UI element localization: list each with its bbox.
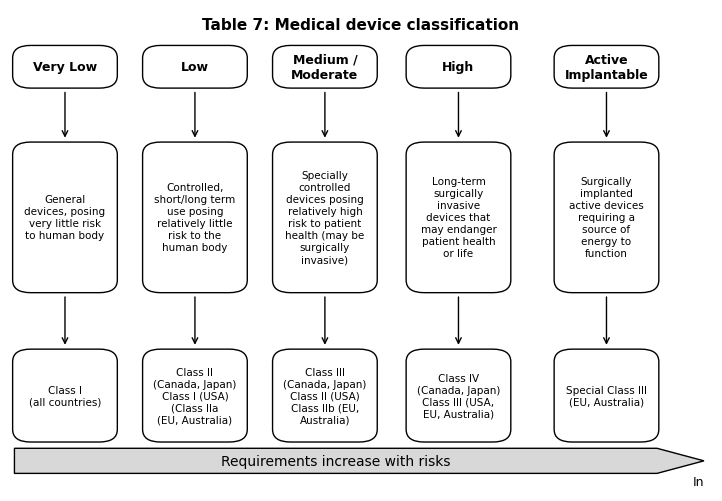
Text: Requirements increase with risks: Requirements increase with risks — [221, 454, 451, 468]
Text: Medium /
Moderate: Medium / Moderate — [291, 54, 359, 82]
FancyBboxPatch shape — [273, 46, 377, 89]
Text: General
devices, posing
very little risk
to human body: General devices, posing very little risk… — [25, 195, 105, 241]
FancyBboxPatch shape — [406, 143, 511, 293]
Text: Specially
controlled
devices posing
relatively high
risk to patient
health (may : Specially controlled devices posing rela… — [285, 171, 365, 265]
FancyBboxPatch shape — [143, 143, 247, 293]
FancyBboxPatch shape — [554, 46, 658, 89]
Text: Class I
(all countries): Class I (all countries) — [29, 385, 101, 407]
Polygon shape — [14, 448, 704, 473]
Text: Low: Low — [181, 61, 209, 74]
Text: Class III
(Canada, Japan)
Class II (USA)
Class IIb (EU,
Australia): Class III (Canada, Japan) Class II (USA)… — [283, 367, 367, 425]
Text: Surgically
implanted
active devices
requiring a
source of
energy to
function: Surgically implanted active devices requ… — [569, 177, 644, 259]
FancyBboxPatch shape — [406, 46, 511, 89]
Text: In: In — [692, 475, 704, 488]
Text: Class IV
(Canada, Japan)
Class III (USA,
EU, Australia): Class IV (Canada, Japan) Class III (USA,… — [417, 373, 500, 419]
FancyBboxPatch shape — [13, 46, 117, 89]
Text: High: High — [443, 61, 474, 74]
FancyBboxPatch shape — [273, 350, 377, 442]
FancyBboxPatch shape — [143, 350, 247, 442]
FancyBboxPatch shape — [554, 350, 658, 442]
FancyBboxPatch shape — [143, 46, 247, 89]
FancyBboxPatch shape — [13, 143, 117, 293]
FancyBboxPatch shape — [406, 350, 511, 442]
Text: Table 7: Medical device classification: Table 7: Medical device classification — [202, 18, 520, 33]
FancyBboxPatch shape — [13, 350, 117, 442]
FancyBboxPatch shape — [273, 143, 377, 293]
Text: Special Class III
(EU, Australia): Special Class III (EU, Australia) — [566, 385, 647, 407]
Text: Very Low: Very Low — [33, 61, 97, 74]
Text: Active
Implantable: Active Implantable — [565, 54, 648, 82]
Text: Class II
(Canada, Japan)
Class I (USA)
(Class IIa
(EU, Australia): Class II (Canada, Japan) Class I (USA) (… — [153, 367, 237, 425]
Text: Long-term
surgically
invasive
devices that
may endanger
patient health
or life: Long-term surgically invasive devices th… — [420, 177, 497, 259]
Text: Controlled,
short/long term
use posing
relatively little
risk to the
human body: Controlled, short/long term use posing r… — [155, 183, 235, 253]
FancyBboxPatch shape — [554, 143, 658, 293]
